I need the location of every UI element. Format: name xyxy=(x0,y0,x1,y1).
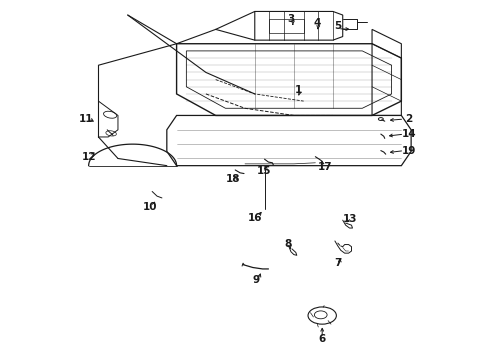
Text: 19: 19 xyxy=(402,145,416,156)
Text: 18: 18 xyxy=(226,174,241,184)
Text: 8: 8 xyxy=(284,239,292,249)
Text: 9: 9 xyxy=(252,275,259,285)
Text: 3: 3 xyxy=(288,14,295,24)
Text: 13: 13 xyxy=(343,215,357,224)
Text: 16: 16 xyxy=(247,213,262,223)
Text: 5: 5 xyxy=(334,21,342,31)
Text: 2: 2 xyxy=(406,114,413,124)
Text: 11: 11 xyxy=(78,114,93,124)
Text: 17: 17 xyxy=(318,162,332,172)
Text: 10: 10 xyxy=(143,202,157,212)
Text: 1: 1 xyxy=(295,85,302,95)
Text: 14: 14 xyxy=(402,129,416,139)
Text: 4: 4 xyxy=(314,18,321,28)
Text: 6: 6 xyxy=(318,334,326,344)
Text: 7: 7 xyxy=(334,258,342,268)
Text: 15: 15 xyxy=(256,166,271,176)
Text: 12: 12 xyxy=(81,152,96,162)
